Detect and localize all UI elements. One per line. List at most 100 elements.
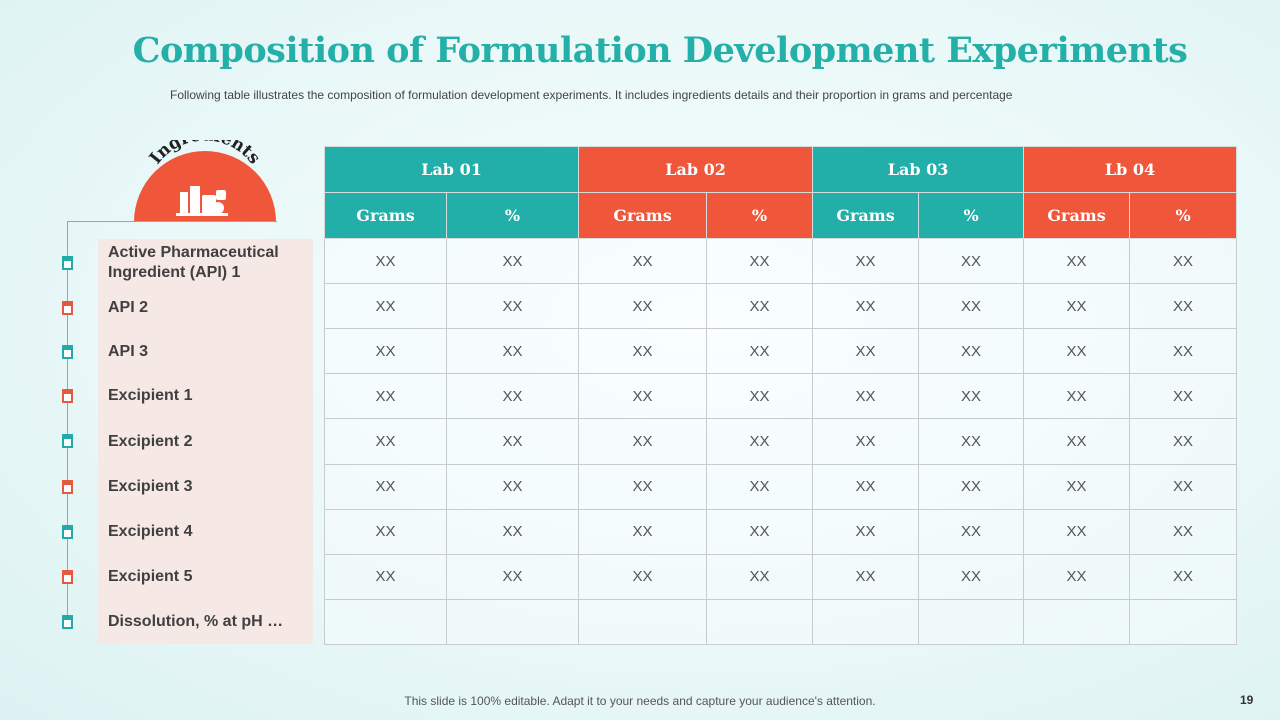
bottle-marker-icon — [62, 525, 73, 539]
table-cell: XX — [706, 553, 814, 600]
ingredient-label: Dissolution, % at pH … — [108, 613, 284, 630]
bottle-marker-icon — [62, 434, 73, 448]
table-cell: XX — [578, 238, 708, 285]
table-cell: XX — [1023, 283, 1131, 330]
table-cell: XX — [812, 328, 920, 375]
table-cell: XX — [812, 508, 920, 555]
table-cell: XX — [324, 373, 447, 420]
table-cell: XX — [445, 238, 580, 285]
lab-header: Lb 04 — [1023, 145, 1238, 194]
table-cell — [445, 598, 580, 646]
table-cell: XX — [578, 283, 708, 330]
table-cell: XX — [324, 508, 447, 555]
table-cell: XX — [918, 238, 1025, 285]
table-cell: XX — [578, 463, 708, 510]
table-cell: XX — [918, 418, 1025, 465]
lab-header: Lab 03 — [812, 145, 1025, 194]
column-header: % — [445, 192, 580, 240]
table-cell: XX — [324, 238, 447, 285]
table-row: XX XX XX XX XX XX XX XX — [324, 238, 1238, 285]
column-header: % — [918, 192, 1025, 240]
bottle-marker-icon — [62, 256, 73, 270]
ingredient-label: API 3 — [108, 343, 149, 360]
bottle-marker-icon — [62, 480, 73, 494]
table-cell: XX — [918, 508, 1025, 555]
table-cell — [812, 598, 920, 646]
table-cell: XX — [445, 283, 580, 330]
table-header-row: Lab 01 Lab 02 Lab 03 Lb 04 — [323, 145, 1238, 194]
grocery-icon — [176, 186, 228, 216]
table-cell: XX — [706, 373, 814, 420]
table-row: XX XX XX XX XX XX XX XX — [324, 418, 1238, 465]
table-cell: XX — [812, 553, 920, 600]
table-cell: XX — [812, 238, 920, 285]
column-header: % — [1129, 192, 1238, 240]
table-cell: XX — [578, 553, 708, 600]
table-cell: XX — [918, 328, 1025, 375]
table-cell: XX — [706, 283, 814, 330]
bottle-marker-icon — [62, 615, 73, 629]
table-cell: XX — [1129, 283, 1238, 330]
ingredient-label: Excipient 2 — [108, 433, 193, 450]
column-header: Grams — [812, 192, 920, 240]
table-cell: XX — [1023, 508, 1131, 555]
ingredient-label: Excipient 1 — [108, 387, 193, 404]
table-cell: XX — [918, 283, 1025, 330]
table-cell: XX — [706, 463, 814, 510]
table-row: XX XX XX XX XX XX XX XX — [324, 328, 1238, 375]
ingredients-badge: Ingredients — [134, 140, 276, 222]
table-row — [324, 598, 1238, 646]
table-cell: XX — [1129, 373, 1238, 420]
table-cell: XX — [1023, 373, 1131, 420]
bottle-marker-icon — [62, 345, 73, 359]
ingredient-label: API 2 — [108, 299, 149, 316]
table-cell: XX — [706, 508, 814, 555]
lab-header: Lab 01 — [323, 145, 580, 194]
table-cell: XX — [1129, 418, 1238, 465]
table-cell: XX — [445, 508, 580, 555]
column-header: Grams — [1023, 192, 1131, 240]
page-number: 19 — [1240, 693, 1254, 707]
table-cell — [324, 598, 447, 646]
table-cell — [706, 598, 814, 646]
table-cell: XX — [1023, 418, 1131, 465]
timeline-connector — [67, 221, 277, 222]
footer-note: This slide is 100% editable. Adapt it to… — [404, 694, 876, 708]
table-cell: XX — [1129, 238, 1238, 285]
table-cell: XX — [812, 418, 920, 465]
table-cell: XX — [324, 463, 447, 510]
table-cell: XX — [1023, 328, 1131, 375]
table-cell: XX — [1129, 553, 1238, 600]
table-subheader-row: Grams % Grams % Grams % Grams % — [324, 192, 1238, 240]
table-cell: XX — [706, 328, 814, 375]
table-cell: XX — [324, 283, 447, 330]
table-row: XX XX XX XX XX XX XX XX — [324, 463, 1238, 510]
table-row: XX XX XX XX XX XX XX XX — [324, 508, 1238, 555]
table-cell — [918, 598, 1025, 646]
column-header: Grams — [324, 192, 447, 240]
bottle-marker-icon — [62, 301, 73, 315]
ingredient-label: Excipient 5 — [108, 568, 193, 585]
ingredient-label: Excipient 4 — [108, 523, 193, 540]
ingredient-label: Excipient 3 — [108, 478, 193, 495]
bottle-marker-icon — [62, 389, 73, 403]
table-row: XX XX XX XX XX XX XX XX — [324, 373, 1238, 420]
page-subtitle: Following table illustrates the composit… — [170, 88, 1013, 102]
table-cell: XX — [812, 283, 920, 330]
ingredients-panel — [98, 239, 313, 644]
table-cell: XX — [1023, 238, 1131, 285]
table-cell: XX — [812, 373, 920, 420]
table-cell: XX — [1129, 463, 1238, 510]
table-cell: XX — [445, 328, 580, 375]
column-header: % — [706, 192, 814, 240]
table-cell: XX — [918, 553, 1025, 600]
table-cell — [1023, 598, 1131, 646]
table-cell: XX — [324, 553, 447, 600]
table-cell: XX — [812, 463, 920, 510]
table-cell: XX — [1023, 463, 1131, 510]
composition-table: Lab 01 Lab 02 Lab 03 Lb 04 Grams % Grams… — [323, 145, 1238, 646]
bottle-marker-icon — [62, 570, 73, 584]
table-cell: XX — [445, 463, 580, 510]
table-cell: XX — [706, 418, 814, 465]
timeline-line — [67, 222, 68, 622]
